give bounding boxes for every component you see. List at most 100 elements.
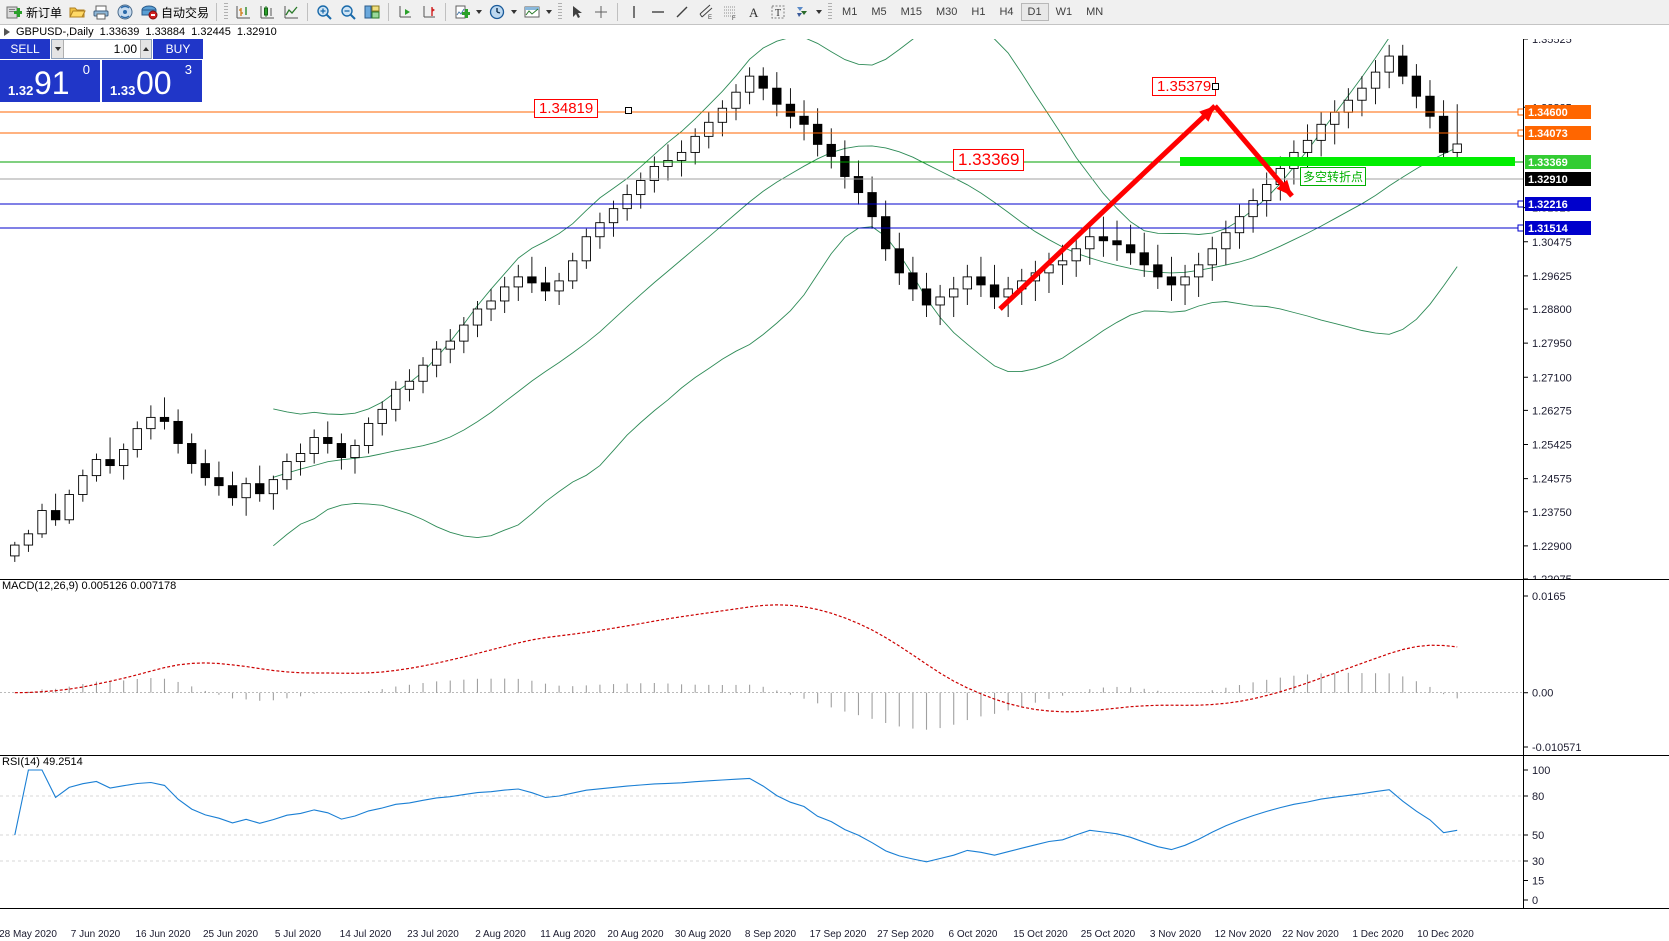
sell-price-tile[interactable]: 1.32 91 0 [0,60,100,102]
rsi-axis[interactable]: 100 80 50 30 15 0 [1523,756,1669,908]
templates-dropdown-caret[interactable] [546,10,553,14]
zoom-out-icon [339,3,357,21]
time-axis-label: 14 Jul 2020 [339,929,392,940]
label-peak-anchor[interactable] [1212,83,1219,90]
macd-axis[interactable]: 0.0165 0.00 -0.010571 [1523,580,1669,755]
chart-expand-icon[interactable] [4,28,10,36]
macd-chart-canvas[interactable] [0,580,1524,755]
toolbar-grip-3[interactable] [828,3,833,21]
templates-button[interactable] [520,1,555,23]
period-dropdown-caret[interactable] [511,10,518,14]
rsi-label[interactable]: RSI(14) 49.2514 [2,756,83,768]
svg-text:1.27950: 1.27950 [1532,338,1572,350]
buy-price-sup: 3 [184,62,192,77]
indicator-add-button[interactable] [450,1,485,23]
volume-increase-button[interactable] [140,40,151,58]
time-axis-label: 10 Dec 2020 [1417,929,1474,940]
chart-shift-button[interactable] [417,1,441,23]
zoom-out-button[interactable] [336,1,360,23]
timeframe-w1[interactable]: W1 [1055,6,1073,18]
candle [132,421,142,458]
toolbar-divider-3 [388,3,390,21]
market-watch-button[interactable] [89,1,113,23]
volume-stepper[interactable] [51,39,152,59]
buy-price-tile[interactable]: 1.33 00 3 [102,60,202,102]
charts-button[interactable] [65,1,89,23]
line-chart-button[interactable] [279,1,303,23]
chinese-annotation[interactable]: 多空转折点 [1300,167,1367,186]
chart-container[interactable]: SELL BUY 1.32 91 0 1.33 00 3 [0,39,1669,941]
navigator-button[interactable] [113,1,137,23]
time-axis-label: 30 Aug 2020 [674,929,732,940]
svg-text:1.27100: 1.27100 [1532,372,1572,384]
label-peak[interactable]: 1.35379 [1152,77,1217,96]
candle [336,433,347,470]
timeframe-d1[interactable]: D1 [1020,3,1049,21]
label-high-left[interactable]: 1.34819 [534,99,599,118]
price-tag [1525,155,1591,169]
candle [1112,220,1122,261]
toolbar-grip-2[interactable] [558,3,563,21]
toolbar-grip[interactable] [224,3,229,21]
trendline-button[interactable] [670,1,694,23]
label-mid[interactable]: 1.33369 [953,149,1025,171]
time-axis-label: 6 Oct 2020 [948,929,998,940]
candle [1193,252,1204,297]
macd-pane[interactable]: MACD(12,26,9) 0.005126 0.007178 [0,580,1669,755]
timeframe-m30[interactable]: M30 [936,6,958,18]
timeframe-m15[interactable]: M15 [900,6,922,18]
indicator-dropdown-caret[interactable] [476,10,483,14]
bar-chart-button[interactable] [231,1,255,23]
price-pane[interactable]: 1.34819 1.33369 1.35379 多空转折点 [0,39,1669,579]
crosshair-button[interactable] [589,1,613,23]
volume-input[interactable] [64,40,141,58]
label-high-left-anchor[interactable] [625,107,632,114]
zoom-in-button[interactable] [312,1,336,23]
svg-text:A: A [749,5,759,20]
sell-button[interactable]: SELL [0,39,50,59]
timeframe-m1[interactable]: M1 [842,6,858,18]
toolbar-divider-5 [617,3,619,21]
toolbar-divider-4 [445,3,447,21]
time-axis-label: 28 May 2020 [0,929,57,940]
objects-list-button[interactable] [790,1,825,23]
autotrading-button[interactable]: 自动交易 [137,1,212,23]
candle [1098,216,1109,257]
candle [568,252,578,289]
time-axis-label: 3 Nov 2020 [1149,929,1202,940]
fibonacci-button[interactable]: F [718,1,742,23]
macd-label[interactable]: MACD(12,26,9) 0.005126 0.007178 [2,580,177,592]
candlestick-chart-button[interactable] [255,1,279,23]
vertical-line-button[interactable] [622,1,646,23]
candle [431,341,442,378]
price-axis[interactable]: 1.355251.338251.313251.304751.296251.288… [1523,39,1669,579]
one-click-trading-panel[interactable]: SELL BUY 1.32 91 0 1.33 00 3 [0,39,203,102]
buy-price-prefix: 1.33 [110,83,136,98]
timeframe-h4[interactable]: H4 [999,6,1014,18]
svg-text:1.28800: 1.28800 [1532,304,1572,316]
text-label-button[interactable]: T [766,1,790,23]
timeframe-mn[interactable]: MN [1086,6,1104,18]
tile-windows-button[interactable] [360,1,384,23]
new-order-button[interactable]: 新订单 [2,1,65,23]
chevron-down-icon [54,47,61,51]
auto-scroll-button[interactable] [393,1,417,23]
period-button[interactable] [485,1,520,23]
time-axis-label: 23 Jul 2020 [407,929,459,940]
horizontal-line-button[interactable] [646,1,670,23]
time-axis[interactable]: 28 May 2020 7 Jun 2020 16 Jun 2020 25 Jun 2… [0,909,1669,941]
timeframe-m5[interactable]: M5 [871,6,887,18]
candle [486,288,496,322]
rsi-pane[interactable]: RSI(14) 49.2514 [0,756,1669,908]
volume-decrease-button[interactable] [52,40,65,58]
ohlc-high: 1.33884 [145,26,186,38]
plus-order-icon [5,3,23,21]
price-chart-canvas[interactable] [0,39,1524,579]
text-button[interactable]: A [742,1,766,23]
cursor-button[interactable] [565,1,589,23]
timeframe-h1[interactable]: H1 [971,6,986,18]
objects-dropdown-caret[interactable] [816,10,823,14]
rsi-chart-canvas[interactable] [0,756,1524,908]
equidistant-channel-button[interactable]: E [694,1,718,23]
buy-button[interactable]: BUY [153,39,203,59]
